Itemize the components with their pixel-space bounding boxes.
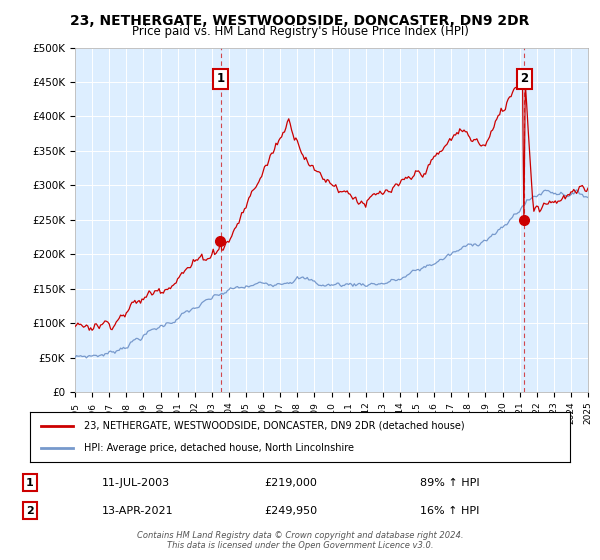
Text: 1: 1 xyxy=(217,72,225,85)
Text: £249,950: £249,950 xyxy=(264,506,317,516)
Text: 23, NETHERGATE, WESTWOODSIDE, DONCASTER, DN9 2DR (detached house): 23, NETHERGATE, WESTWOODSIDE, DONCASTER,… xyxy=(84,421,464,431)
Text: Contains HM Land Registry data © Crown copyright and database right 2024.
This d: Contains HM Land Registry data © Crown c… xyxy=(137,530,463,550)
Text: HPI: Average price, detached house, North Lincolnshire: HPI: Average price, detached house, Nort… xyxy=(84,443,354,453)
Text: 13-APR-2021: 13-APR-2021 xyxy=(102,506,173,516)
Text: 89% ↑ HPI: 89% ↑ HPI xyxy=(420,478,479,488)
Text: 23, NETHERGATE, WESTWOODSIDE, DONCASTER, DN9 2DR: 23, NETHERGATE, WESTWOODSIDE, DONCASTER,… xyxy=(70,14,530,28)
Text: 2: 2 xyxy=(520,72,529,85)
Text: £219,000: £219,000 xyxy=(264,478,317,488)
Text: 11-JUL-2003: 11-JUL-2003 xyxy=(102,478,170,488)
Text: 1: 1 xyxy=(26,478,34,488)
Text: 2: 2 xyxy=(26,506,34,516)
Text: 16% ↑ HPI: 16% ↑ HPI xyxy=(420,506,479,516)
Text: Price paid vs. HM Land Registry's House Price Index (HPI): Price paid vs. HM Land Registry's House … xyxy=(131,25,469,38)
